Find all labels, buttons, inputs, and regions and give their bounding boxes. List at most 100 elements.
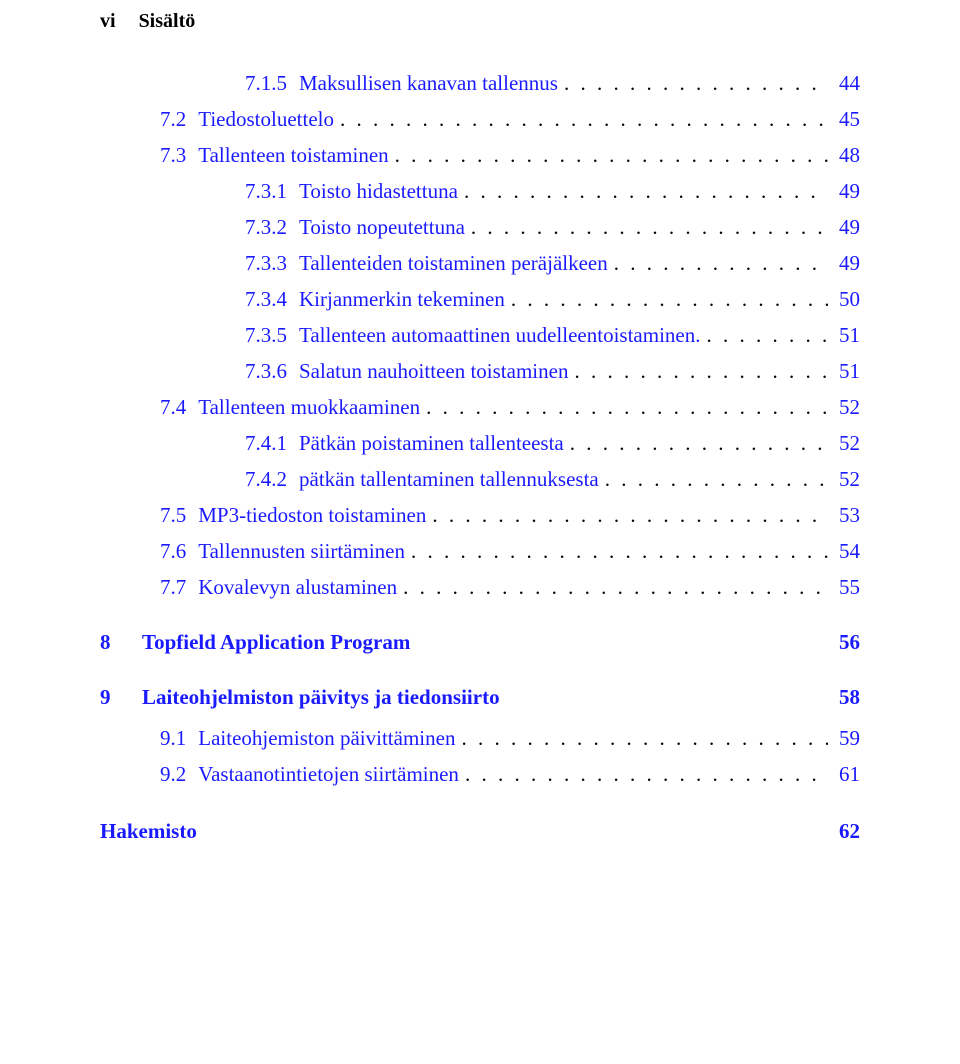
toc-leaders	[397, 577, 828, 598]
toc-number: 7.5	[160, 505, 186, 526]
toc-number: 7.3.6	[245, 361, 287, 382]
toc-number: 7.3	[160, 145, 186, 166]
toc-chapter[interactable]: 9 Laiteohjelmiston päivitys ja tiedonsii…	[100, 687, 860, 708]
toc-leaders	[558, 73, 828, 94]
page-header: vi Sisältö	[100, 10, 860, 33]
toc-leaders	[505, 289, 828, 310]
toc-entry[interactable]: 7.3.2 Toisto nopeutettuna 49	[100, 217, 860, 238]
toc-entry[interactable]: 7.3.6 Salatun nauhoitteen toistaminen 51	[100, 361, 860, 382]
toc-entry[interactable]: 7.2 Tiedostoluettelo 45	[100, 109, 860, 130]
toc-entry[interactable]: 7.5 MP3-tiedoston toistaminen 53	[100, 505, 860, 526]
toc-leaders	[564, 433, 828, 454]
toc-chapter-page: 56	[828, 632, 860, 653]
toc-page: 52	[828, 397, 860, 418]
toc-title: Tallenteen toistaminen	[198, 145, 388, 166]
toc-entry[interactable]: 7.3.4 Kirjanmerkin tekeminen 50	[100, 289, 860, 310]
toc-number: 7.3.2	[245, 217, 287, 238]
toc-title: Tiedostoluettelo	[198, 109, 334, 130]
toc-entry[interactable]: 7.4 Tallenteen muokkaaminen 52	[100, 397, 860, 418]
toc-chapter[interactable]: 8 Topfield Application Program 56	[100, 632, 860, 653]
toc-page: 45	[828, 109, 860, 130]
toc-entry[interactable]: 7.3.1 Toisto hidastettuna 49	[100, 181, 860, 202]
toc-leaders	[405, 541, 828, 562]
toc-entry[interactable]: 7.3.3 Tallenteiden toistaminen peräjälke…	[100, 253, 860, 274]
toc-title: MP3-tiedoston toistaminen	[198, 505, 426, 526]
toc-number: 7.3.1	[245, 181, 287, 202]
toc-title: Tallenteen muokkaaminen	[198, 397, 420, 418]
toc-entry[interactable]: 9.2 Vastaanotintietojen siirtäminen 61	[100, 764, 860, 785]
toc-entry[interactable]: 7.1.5 Maksullisen kanavan tallennus 44	[100, 73, 860, 94]
toc-title: Tallennusten siirtäminen	[198, 541, 405, 562]
toc-chapter-number: 9	[100, 687, 130, 708]
toc-page: 50	[828, 289, 860, 310]
header-section-title: Sisältö	[139, 10, 196, 32]
toc-leaders	[334, 109, 828, 130]
toc-leaders	[455, 728, 828, 749]
toc-page: 54	[828, 541, 860, 562]
toc-chapter-title: Laiteohjelmiston päivitys ja tiedonsiirt…	[142, 687, 828, 708]
toc-title: Kirjanmerkin tekeminen	[299, 289, 505, 310]
toc-page: 49	[828, 253, 860, 274]
toc-title: pätkän tallentaminen tallennuksesta	[299, 469, 599, 490]
toc-number: 7.4.1	[245, 433, 287, 454]
toc-title: Tallenteiden toistaminen peräjälkeen	[299, 253, 608, 274]
toc-leaders	[458, 181, 828, 202]
toc-title: Pätkän poistaminen tallenteesta	[299, 433, 564, 454]
toc-number: 7.4	[160, 397, 186, 418]
table-of-contents: 7.1.5 Maksullisen kanavan tallennus 44 7…	[100, 73, 860, 842]
toc-leaders	[568, 361, 828, 382]
toc-number: 7.3.3	[245, 253, 287, 274]
toc-page: 44	[828, 73, 860, 94]
toc-number: 7.6	[160, 541, 186, 562]
toc-number: 7.2	[160, 109, 186, 130]
toc-number: 7.3.4	[245, 289, 287, 310]
toc-index-page: 62	[828, 821, 860, 842]
toc-number: 9.1	[160, 728, 186, 749]
toc-title: Tallenteen automaattinen uudelleentoista…	[299, 325, 700, 346]
toc-number: 7.4.2	[245, 469, 287, 490]
toc-page: 51	[828, 361, 860, 382]
toc-number: 7.7	[160, 577, 186, 598]
toc-page: 59	[828, 728, 860, 749]
toc-entry[interactable]: 7.3 Tallenteen toistaminen 48	[100, 145, 860, 166]
toc-title: Kovalevyn alustaminen	[198, 577, 397, 598]
toc-leaders	[700, 325, 828, 346]
toc-entry[interactable]: 7.4.2 pätkän tallentaminen tallennuksest…	[100, 469, 860, 490]
toc-index[interactable]: Hakemisto 62	[100, 821, 860, 842]
toc-page: 48	[828, 145, 860, 166]
toc-title: Maksullisen kanavan tallennus	[299, 73, 558, 94]
toc-chapter-number: 8	[100, 632, 130, 653]
toc-leaders	[426, 505, 828, 526]
toc-title: Toisto hidastettuna	[299, 181, 458, 202]
toc-title: Vastaanotintietojen siirtäminen	[198, 764, 459, 785]
toc-entry[interactable]: 9.1 Laiteohjemiston päivittäminen 59	[100, 728, 860, 749]
toc-leaders	[465, 217, 828, 238]
toc-number: 7.1.5	[245, 73, 287, 94]
toc-entry[interactable]: 7.4.1 Pätkän poistaminen tallenteesta 52	[100, 433, 860, 454]
toc-title: Toisto nopeutettuna	[299, 217, 465, 238]
toc-page: 52	[828, 433, 860, 454]
toc-page: 53	[828, 505, 860, 526]
toc-entry[interactable]: 7.6 Tallennusten siirtäminen 54	[100, 541, 860, 562]
toc-page: 55	[828, 577, 860, 598]
toc-number: 9.2	[160, 764, 186, 785]
toc-page: 61	[828, 764, 860, 785]
page-number: vi	[100, 10, 116, 32]
toc-page: 52	[828, 469, 860, 490]
toc-page: 49	[828, 181, 860, 202]
toc-index-title: Hakemisto	[100, 821, 828, 842]
toc-entry[interactable]: 7.7 Kovalevyn alustaminen 55	[100, 577, 860, 598]
toc-leaders	[389, 145, 828, 166]
toc-page: 49	[828, 217, 860, 238]
toc-leaders	[420, 397, 828, 418]
toc-number: 7.3.5	[245, 325, 287, 346]
toc-leaders	[608, 253, 828, 274]
toc-entry[interactable]: 7.3.5 Tallenteen automaattinen uudelleen…	[100, 325, 860, 346]
toc-title: Salatun nauhoitteen toistaminen	[299, 361, 568, 382]
toc-title: Laiteohjemiston päivittäminen	[198, 728, 455, 749]
toc-leaders	[599, 469, 828, 490]
toc-chapter-page: 58	[828, 687, 860, 708]
toc-chapter-title: Topfield Application Program	[142, 632, 828, 653]
page-container: vi Sisältö 7.1.5 Maksullisen kanavan tal…	[0, 0, 960, 1064]
toc-leaders	[459, 764, 828, 785]
